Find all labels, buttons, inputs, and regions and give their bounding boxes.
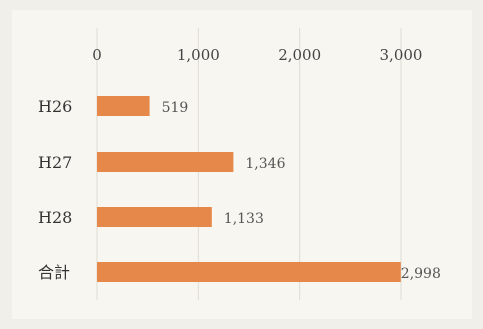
category-label: H26: [38, 97, 72, 116]
x-tick-label: 0: [92, 46, 102, 64]
category-labels: H26 H27 H28 合計: [38, 97, 72, 282]
bar: [97, 262, 401, 282]
x-tick-label: 2,000: [278, 46, 321, 64]
category-label: H28: [38, 208, 72, 227]
value-label: 519: [162, 100, 189, 116]
value-labels: 519 1,346 1,133 2,998: [162, 100, 441, 282]
bar: [97, 152, 234, 172]
x-tick-label: 3,000: [380, 46, 423, 64]
bars: [97, 96, 401, 282]
category-label: 合計: [38, 263, 70, 282]
bar: [97, 207, 212, 227]
x-axis-ticks: 0 1,000 2,000 3,000: [92, 46, 422, 64]
category-label: H27: [38, 153, 72, 172]
value-label: 1,133: [224, 211, 264, 227]
bar: [97, 96, 150, 116]
value-label: 2,998: [401, 266, 441, 282]
x-tick-label: 1,000: [177, 46, 220, 64]
value-label: 1,346: [245, 156, 285, 172]
